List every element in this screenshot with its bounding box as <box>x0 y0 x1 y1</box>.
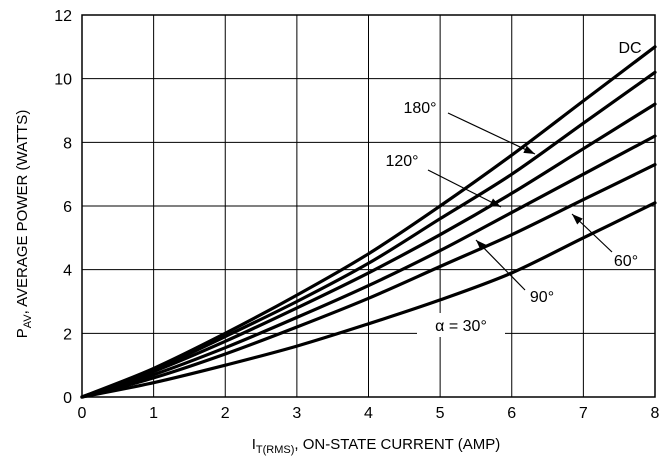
annotation-120: 120° <box>385 153 418 170</box>
series-line-180 <box>80 70 657 399</box>
series-line-90 <box>80 134 657 399</box>
y-tick-label: 12 <box>54 8 72 25</box>
x-axis-title-main: I <box>252 436 256 453</box>
x-tick-label: 0 <box>78 405 87 422</box>
x-tick-label: 8 <box>651 405 660 422</box>
x-tick-label: 1 <box>149 405 158 422</box>
x-tick-label: 4 <box>364 405 373 422</box>
y-tick-label: 10 <box>54 72 72 89</box>
annotation-arrows <box>427 112 613 291</box>
y-axis-title-rest: , AVERAGE POWER (WATTS) <box>14 110 31 315</box>
series-line-60 <box>80 163 657 399</box>
annotation-arrowhead <box>572 214 583 225</box>
series-line-dc <box>80 45 657 399</box>
annotation-arrow-line <box>447 112 536 155</box>
series-line-30 <box>80 201 657 399</box>
annotations: DC 180° 120° 90° 60° α = 30° <box>385 40 642 337</box>
y-axis-title-sub: AV <box>22 314 34 329</box>
y-axis-title: PAV, AVERAGE POWER (WATTS) <box>14 110 34 339</box>
x-tick-label: 2 <box>221 405 230 422</box>
y-tick-label: 4 <box>63 263 72 280</box>
x-axis-title-sub: T(RMS) <box>256 444 295 456</box>
y-tick-label: 8 <box>63 135 72 152</box>
annotation-60: 60° <box>614 253 638 270</box>
annotation-arrowhead <box>476 240 487 251</box>
x-tick-label: 5 <box>436 405 445 422</box>
annotation-arrowhead <box>523 145 535 154</box>
annotation-90: 90° <box>530 289 554 306</box>
annotation-label-bg <box>417 313 505 337</box>
annotation-arrow-line <box>427 169 502 208</box>
y-tick-label: 6 <box>63 199 72 216</box>
x-tick-label: 3 <box>292 405 301 422</box>
annotation-30: α = 30° <box>435 318 487 335</box>
series-line-120 <box>80 102 657 399</box>
x-tick-label: 7 <box>579 405 588 422</box>
annotation-arrowhead <box>489 198 501 207</box>
plot-frame <box>81 14 656 398</box>
annotation-180: 180° <box>403 100 436 117</box>
series-layer <box>80 45 657 399</box>
y-tick-label: 0 <box>63 390 72 407</box>
y-axis-title-main: P <box>14 328 31 338</box>
annotation-arrow-line <box>475 239 526 291</box>
x-axis-title-rest: , ON-STATE CURRENT (AMP) <box>294 436 500 453</box>
x-tick-label: 6 <box>507 405 516 422</box>
y-tick-label: 2 <box>63 326 72 343</box>
annotation-dc: DC <box>618 40 641 57</box>
x-axis-title: IT(RMS), ON-STATE CURRENT (AMP) <box>252 436 501 456</box>
